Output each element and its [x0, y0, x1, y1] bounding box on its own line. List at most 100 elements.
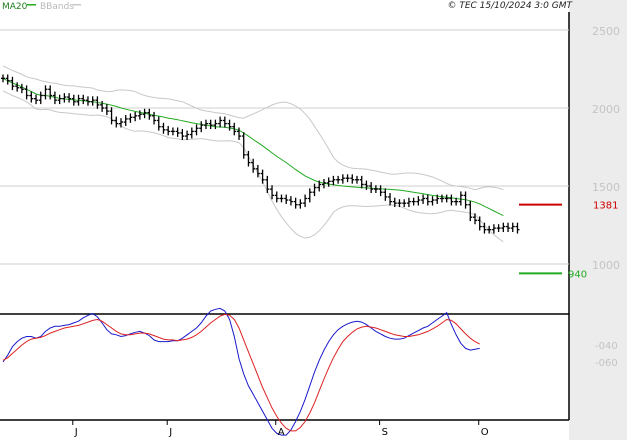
price-bar: [19, 83, 24, 94]
price-bar: [340, 174, 345, 184]
price-bar: [454, 197, 459, 206]
price-bar: [298, 199, 303, 209]
price-bar: [208, 119, 213, 130]
price-bar: [279, 194, 284, 203]
price-bar: [71, 94, 76, 106]
price-bar: [109, 107, 114, 125]
price-bar: [255, 164, 260, 178]
price-bar: [312, 183, 317, 197]
price-levels: 1381 940: [519, 201, 618, 280]
price-bar: [392, 197, 397, 208]
ma20-line: [2, 77, 504, 217]
price-bar: [251, 158, 256, 173]
price-bar: [137, 110, 142, 120]
price-bar: [411, 197, 416, 206]
signal-line: [2, 313, 480, 432]
y-tick-label: 1500: [592, 181, 620, 194]
price-bar: [24, 85, 29, 100]
price-bar: [119, 118, 123, 128]
price-bar: [321, 178, 326, 189]
y-tick-label: 2000: [592, 103, 620, 116]
price-bar: [473, 213, 477, 225]
price-bars: [1, 74, 520, 234]
price-bar: [515, 222, 520, 234]
price-bar: [421, 194, 426, 204]
price-y-ticks: 2500 2000 1500 1000: [592, 25, 620, 272]
support-label: 940: [568, 269, 587, 280]
x-tick-label: O: [481, 427, 489, 438]
price-bar: [180, 129, 185, 140]
axis-side-panel: [569, 0, 627, 440]
x-tick-label: J: [168, 427, 172, 438]
price-bar: [213, 119, 218, 130]
x-tick-label: J: [74, 427, 78, 438]
price-bar: [435, 194, 440, 204]
price-bar: [439, 194, 444, 203]
price-bar: [303, 194, 308, 208]
copyright-timestamp: © TEC 15/10/2024 3:0 GMT: [447, 1, 573, 11]
price-bar: [52, 91, 57, 105]
price-bar: [85, 96, 90, 106]
price-bar: [246, 150, 251, 167]
price-bar: [218, 116, 223, 128]
x-tick-label: A: [278, 427, 285, 438]
price-bar: [397, 199, 402, 208]
macd-y-tick-label: -060: [595, 358, 618, 369]
price-bar: [501, 222, 506, 233]
price-bar: [378, 185, 383, 197]
price-bar: [100, 100, 105, 112]
price-bar: [29, 91, 34, 103]
price-bar: [170, 127, 175, 136]
legend-bbands-swatch: [72, 4, 81, 6]
price-bar: [425, 194, 430, 206]
legend-ma20: MA20: [2, 2, 28, 12]
price-bar: [477, 216, 482, 231]
x-tick-label: S: [382, 427, 388, 438]
price-bar: [369, 182, 374, 194]
price-bar: [67, 93, 72, 103]
price-bar: [288, 196, 293, 206]
price-bar: [57, 94, 62, 105]
price-bar: [326, 177, 331, 187]
price-bar: [510, 222, 515, 233]
price-bar: [227, 119, 232, 131]
price-bar: [506, 222, 511, 233]
price-bar: [166, 125, 171, 136]
price-bar: [175, 127, 180, 137]
price-bar: [152, 111, 157, 125]
macd-y-tick-label: -040: [595, 341, 618, 352]
price-gridlines: [0, 29, 569, 265]
price-bar: [43, 85, 48, 100]
price-bar: [496, 224, 501, 233]
price-bar: [388, 193, 393, 206]
price-bar: [364, 180, 369, 190]
price-bar: [10, 76, 15, 91]
price-bar: [38, 91, 43, 105]
macd-panel: [0, 316, 568, 419]
macd-y-ticks: -040 -060: [595, 341, 618, 369]
price-bar: [468, 200, 473, 222]
price-bar: [350, 174, 355, 184]
price-bar: [194, 124, 199, 136]
price-bar: [406, 197, 411, 208]
macd-line: [2, 307, 480, 436]
price-bar: [62, 93, 67, 103]
legend-bbands: BBands: [40, 2, 74, 12]
price-bar: [463, 191, 468, 209]
price-bar: [260, 169, 265, 184]
y-tick-label: 1000: [592, 259, 620, 272]
price-bar: [123, 115, 128, 126]
price-bar: [373, 185, 378, 194]
price-panel: [0, 12, 569, 314]
price-bar: [317, 180, 322, 192]
price-bar: [355, 175, 359, 184]
price-bar: [444, 194, 449, 203]
price-bar: [241, 132, 246, 159]
price-bar: [114, 116, 119, 128]
price-bar: [449, 194, 454, 206]
price-bar: [199, 121, 204, 133]
price-bar: [232, 122, 237, 136]
price-bar: [15, 82, 20, 92]
